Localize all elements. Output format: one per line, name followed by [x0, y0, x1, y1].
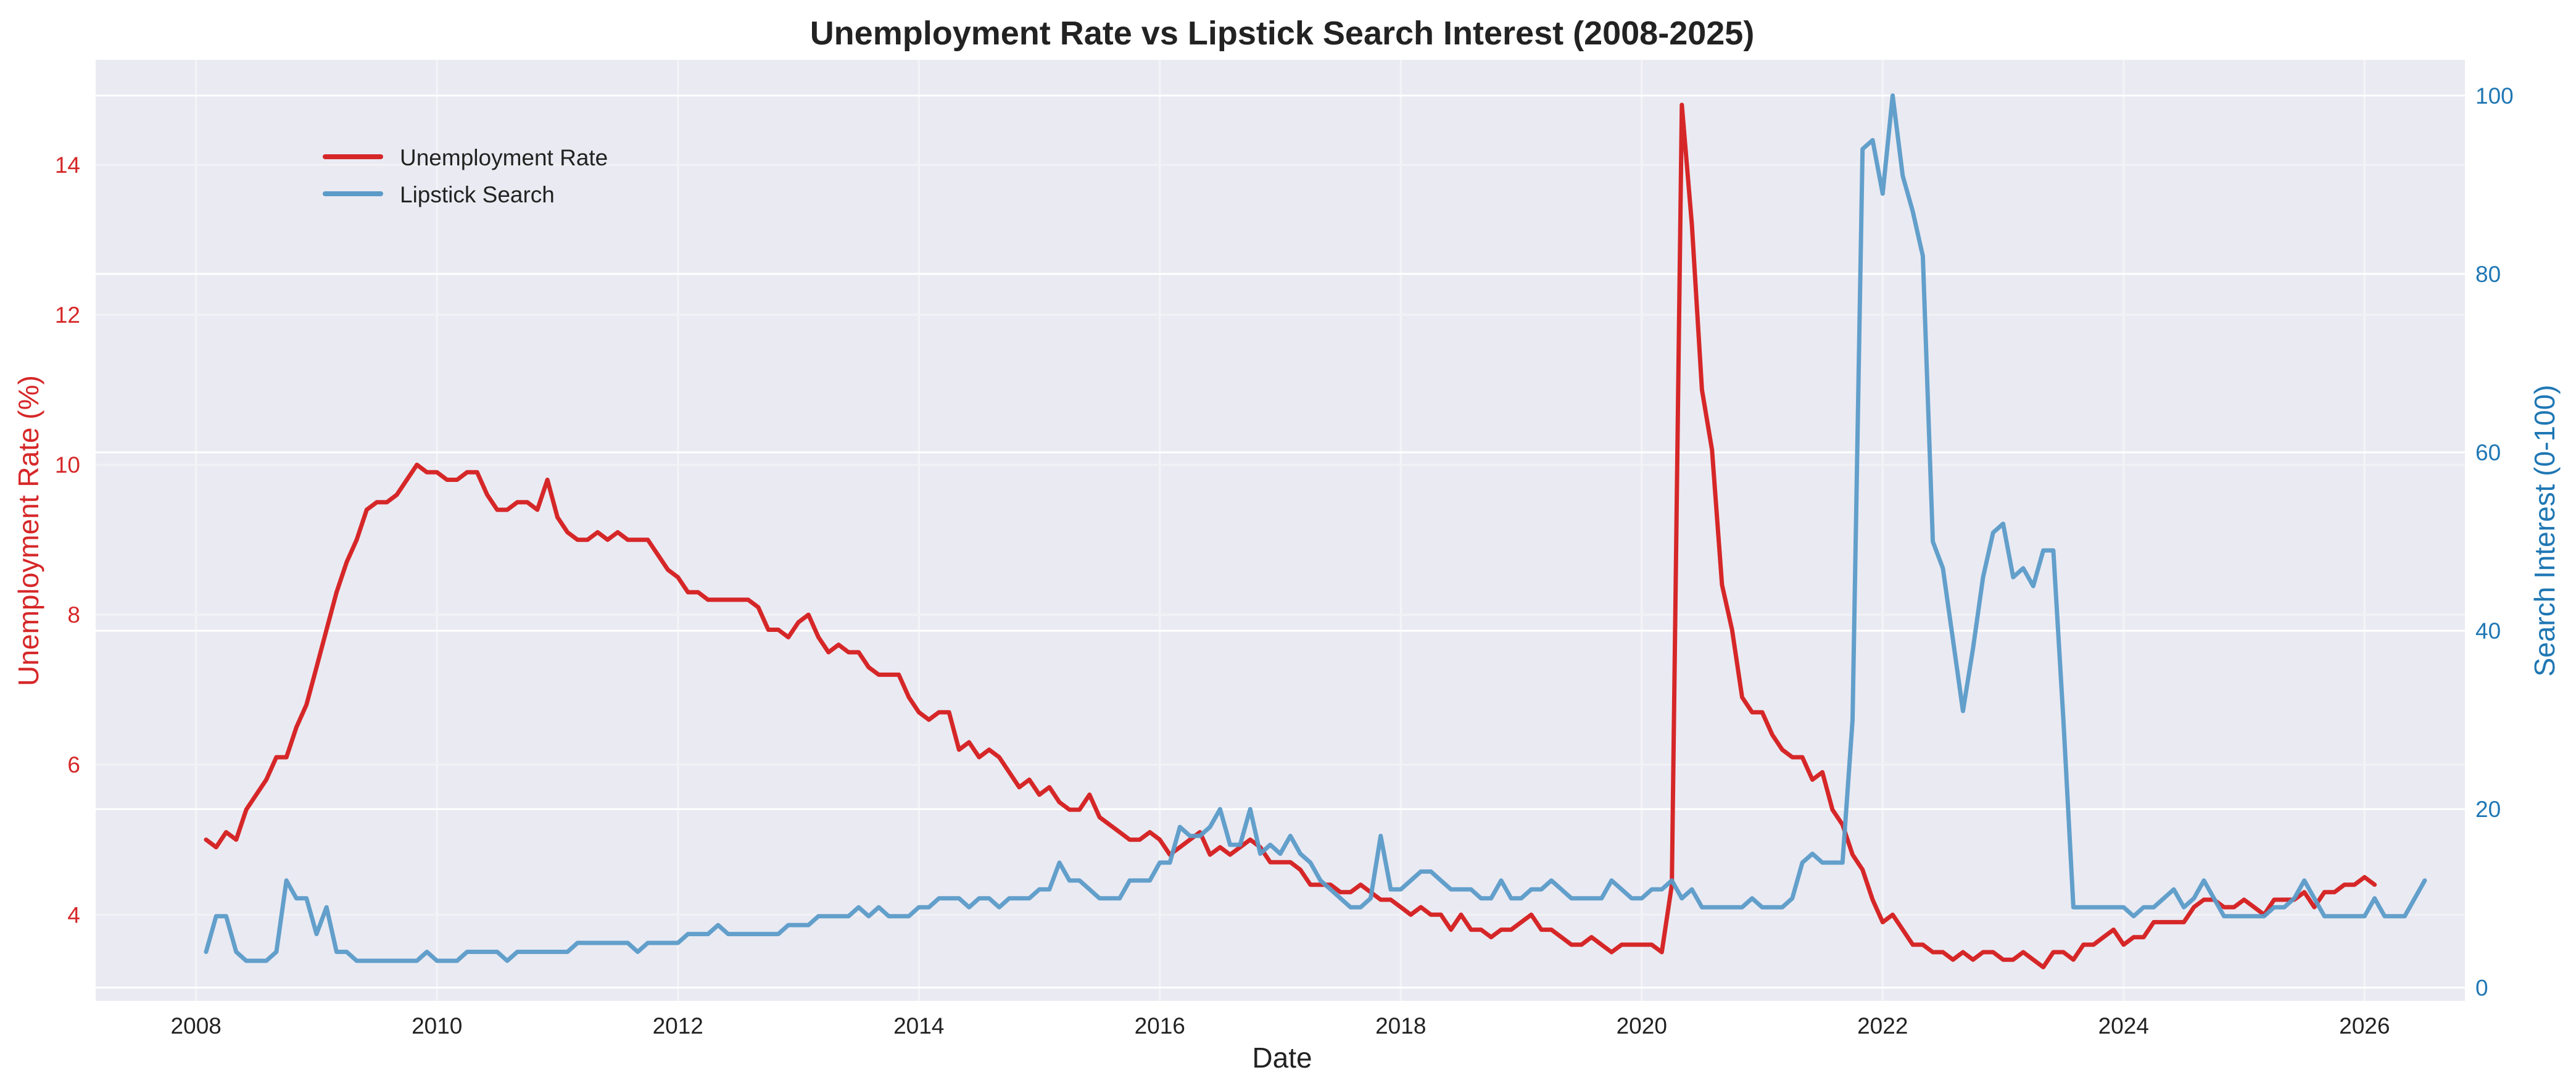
right-y-tick-label: 40 [2475, 618, 2501, 644]
left-y-tick-label: 6 [67, 752, 80, 778]
left-y-tick-label: 4 [67, 902, 80, 927]
x-tick-label: 2020 [1617, 1013, 1667, 1039]
left-y-tick-label: 10 [55, 452, 80, 478]
x-tick-label: 2022 [1857, 1013, 1908, 1039]
lipstick-search-line [204, 93, 2427, 963]
x-tick-label: 2014 [893, 1013, 944, 1039]
x-tick-label: 2010 [412, 1013, 462, 1039]
right-y-tick-label: 100 [2475, 83, 2514, 109]
left-y-tick-label: 8 [67, 602, 80, 628]
left-axis-gridlines [96, 164, 2465, 916]
x-tick-label: 2012 [653, 1013, 703, 1039]
x-tick-label: 2008 [171, 1013, 222, 1039]
right-y-tick-label: 20 [2475, 797, 2501, 822]
x-axis-label: Date [1252, 1042, 1312, 1074]
right-y-tick-label: 60 [2475, 440, 2501, 465]
legend-label-lipstick: Lipstick Search [400, 182, 555, 207]
right-y-axis-ticks: 0 20 40 60 80 100 [2475, 83, 2514, 1000]
left-y-axis-label: Unemployment Rate (%) [12, 375, 44, 686]
x-tick-label: 2016 [1135, 1013, 1185, 1039]
series-layer [204, 93, 2427, 969]
right-y-axis-label: Search Interest (0-100) [2528, 384, 2561, 676]
left-y-tick-label: 12 [55, 302, 80, 328]
unemployment-rate-line [204, 102, 2377, 969]
right-y-tick-label: 0 [2475, 975, 2488, 1000]
x-tick-label: 2018 [1375, 1013, 1426, 1039]
x-tick-label: 2026 [2339, 1013, 2390, 1039]
vertical-gridlines [195, 60, 2366, 1001]
x-tick-label: 2024 [2098, 1013, 2149, 1039]
right-y-tick-label: 80 [2475, 262, 2501, 287]
chart-title: Unemployment Rate vs Lipstick Search Int… [810, 15, 1755, 52]
left-y-axis-ticks: 4 6 8 10 12 14 [55, 152, 80, 927]
legend-label-unemployment: Unemployment Rate [400, 145, 608, 170]
right-axis-gridlines [96, 94, 2465, 989]
legend: Unemployment Rate Lipstick Search [323, 145, 608, 207]
x-axis-ticks: 2008 2010 2012 2014 2016 2018 2020 2022 2024 2026 [171, 1013, 2390, 1039]
left-y-tick-label: 14 [55, 152, 80, 178]
